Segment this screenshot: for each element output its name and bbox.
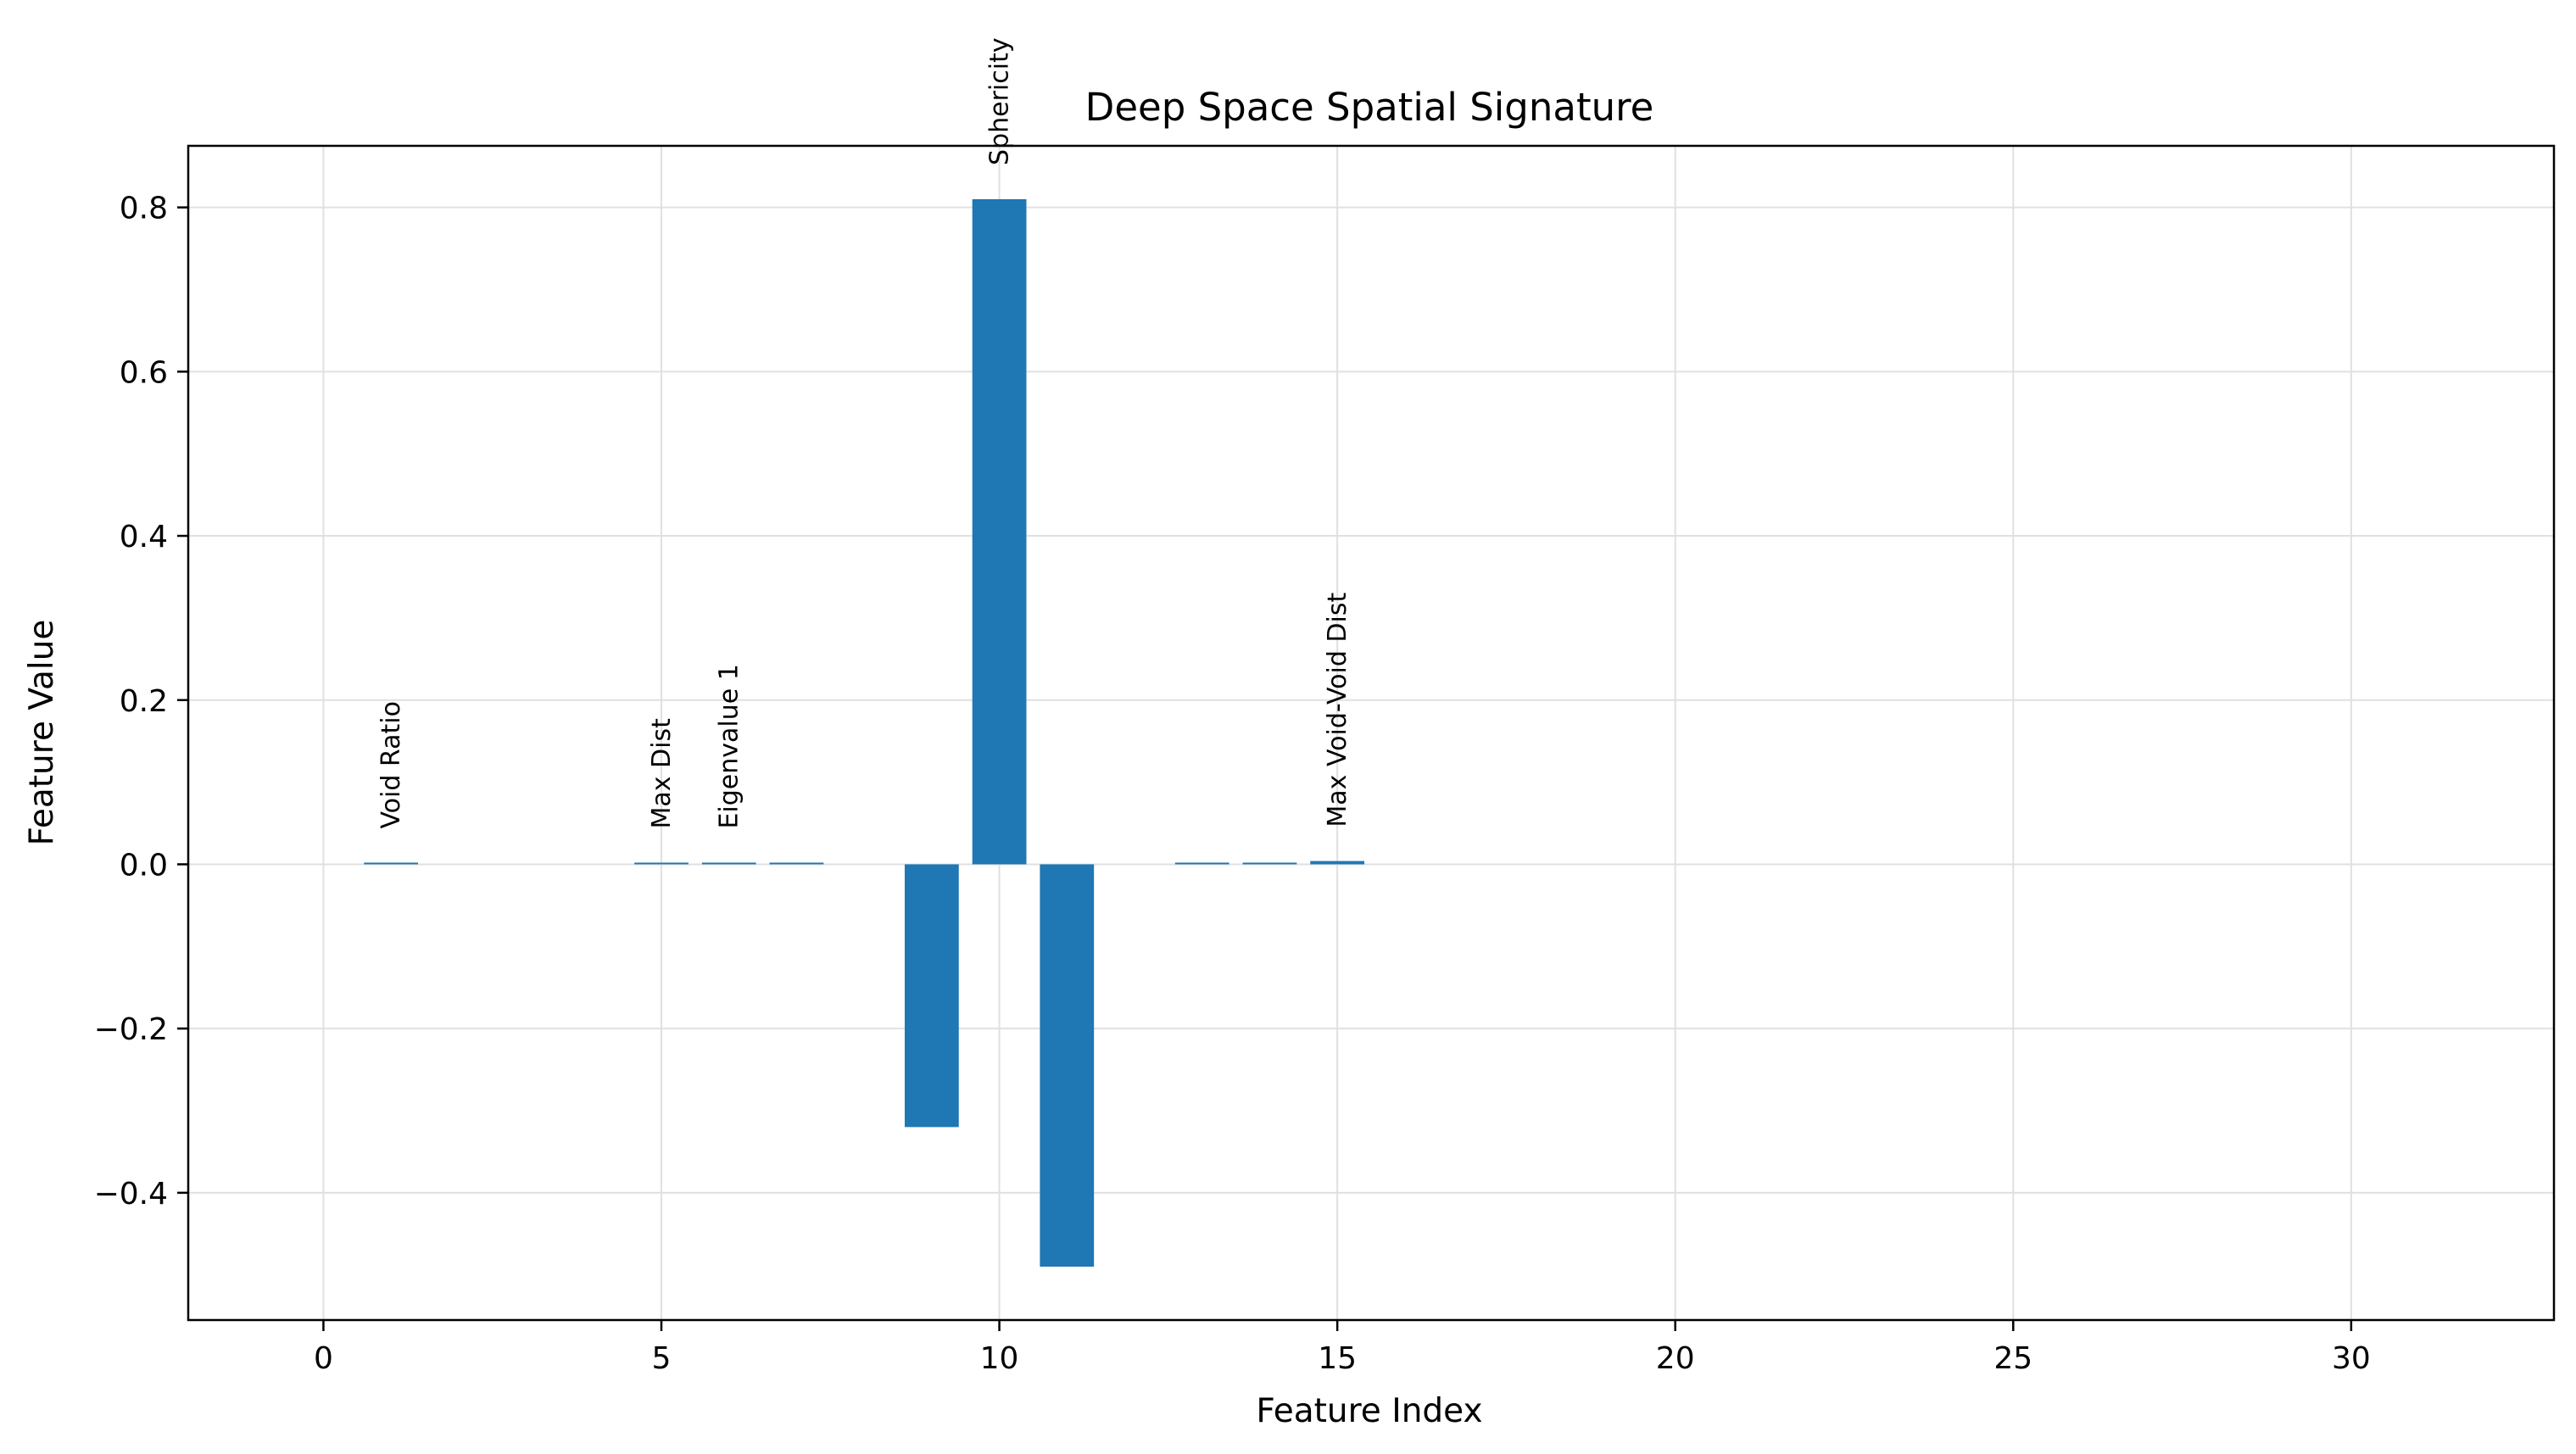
bar-5 <box>634 862 689 865</box>
x-axis-ticks: 0 5 10 15 20 25 30 <box>314 1320 2371 1376</box>
bar-7 <box>769 862 824 865</box>
y-tick-label-6: 0.8 <box>120 192 168 226</box>
annotation-4: Max Void-Void Dist <box>1323 593 1352 827</box>
annotation-1: Max Dist <box>647 718 677 829</box>
x-tick-label-0: 0 <box>314 1341 333 1376</box>
y-axis-ticks: −0.4 −0.2 0.0 0.2 0.4 0.6 0.8 <box>94 192 188 1212</box>
chart-title: Deep Space Spatial Signature <box>1085 85 1654 130</box>
bar-15 <box>1310 861 1365 865</box>
y-tick-label-5: 0.6 <box>120 355 168 390</box>
y-tick-label-3: 0.2 <box>120 684 168 719</box>
annotation-0: Void Ratio <box>376 701 406 828</box>
y-tick-label-2: 0.0 <box>120 848 168 883</box>
x-tick-label-5: 25 <box>1993 1341 2032 1376</box>
bar-6 <box>701 862 756 865</box>
plot-frame <box>187 144 2556 1322</box>
x-tick-label-1: 5 <box>652 1341 672 1376</box>
annotation-2: Eigenvalue 1 <box>715 664 744 828</box>
y-tick-label-0: −0.4 <box>94 1177 168 1212</box>
bar-1 <box>364 862 419 865</box>
bar-14 <box>1242 862 1297 865</box>
bar-11 <box>1040 864 1095 1267</box>
annotation-3: Sphericity <box>985 37 1015 165</box>
x-tick-label-4: 20 <box>1656 1341 1695 1376</box>
x-axis-label: Feature Index <box>1256 1392 1482 1430</box>
y-tick-label-4: 0.4 <box>120 520 168 554</box>
x-tick-label-2: 10 <box>980 1341 1019 1376</box>
bar-13 <box>1174 862 1229 865</box>
bar-annotations: Void Ratio Max Dist Eigenvalue 1 Sphericity… <box>376 37 1352 828</box>
bar-10 <box>972 198 1027 865</box>
grid-lines <box>188 146 2554 1320</box>
x-tick-label-3: 15 <box>1318 1341 1357 1376</box>
y-axis-label: Feature Value <box>23 620 61 846</box>
bars <box>364 198 1365 1267</box>
bar-9 <box>904 864 959 1128</box>
x-tick-label-6: 30 <box>2332 1341 2371 1376</box>
y-tick-label-1: −0.2 <box>94 1012 168 1047</box>
